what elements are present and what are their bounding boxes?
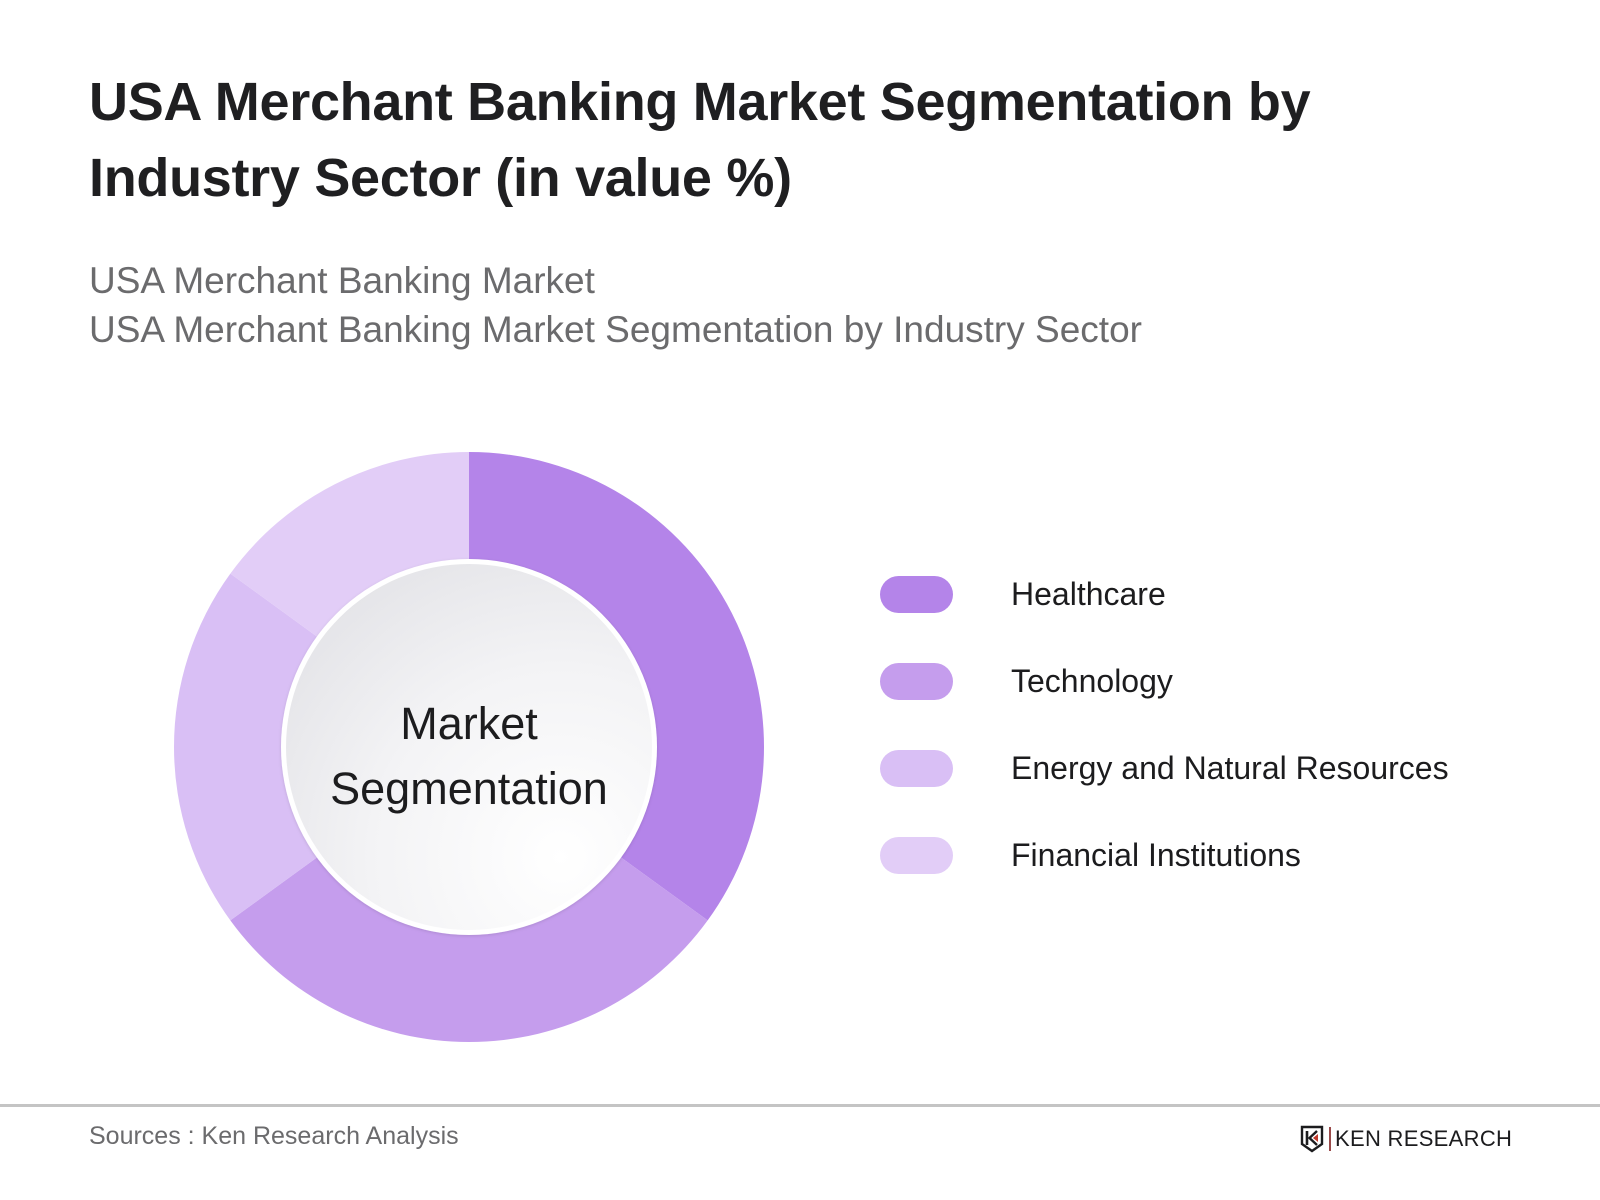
brand-name: KEN RESEARCH: [1335, 1126, 1513, 1151]
legend-label-energy: Energy and Natural Resources: [1011, 750, 1449, 786]
center-label: Market Segmentation: [283, 570, 655, 942]
legend-item-financial: Financial Institutions: [880, 835, 1449, 922]
legend-swatch-healthcare: [880, 576, 953, 613]
legend-item-energy: Energy and Natural Resources: [880, 748, 1449, 835]
legend-label-healthcare: Healthcare: [1011, 576, 1166, 612]
subtitle-line-2: USA Merchant Banking Market Segmentation…: [89, 309, 1142, 350]
chart-legend: Healthcare Technology Energy and Natural…: [880, 574, 1449, 922]
legend-swatch-technology: [880, 663, 953, 700]
legend-item-healthcare: Healthcare: [880, 574, 1449, 661]
brand-logo: KEN RESEARCH: [1300, 1124, 1512, 1154]
sources-note: Sources : Ken Research Analysis: [89, 1122, 459, 1150]
center-label-line-1: Market: [400, 698, 538, 749]
chart-title: USA Merchant Banking Market Segmentation…: [89, 72, 1311, 208]
footer-divider: [0, 1104, 1600, 1107]
ken-research-logo-icon: [1300, 1125, 1324, 1153]
subtitle-line-1: USA Merchant Banking Market: [89, 260, 595, 301]
legend-swatch-financial: [880, 837, 953, 874]
brand-separator: [1329, 1127, 1331, 1151]
center-disc: [286, 564, 652, 930]
legend-label-financial: Financial Institutions: [1011, 837, 1301, 873]
legend-label-technology: Technology: [1011, 663, 1173, 699]
center-label-line-2: Segmentation: [330, 763, 608, 814]
legend-item-technology: Technology: [880, 661, 1449, 748]
chart-subtitle: USA Merchant Banking Market USA Merchant…: [89, 256, 1142, 354]
legend-swatch-energy: [880, 750, 953, 787]
